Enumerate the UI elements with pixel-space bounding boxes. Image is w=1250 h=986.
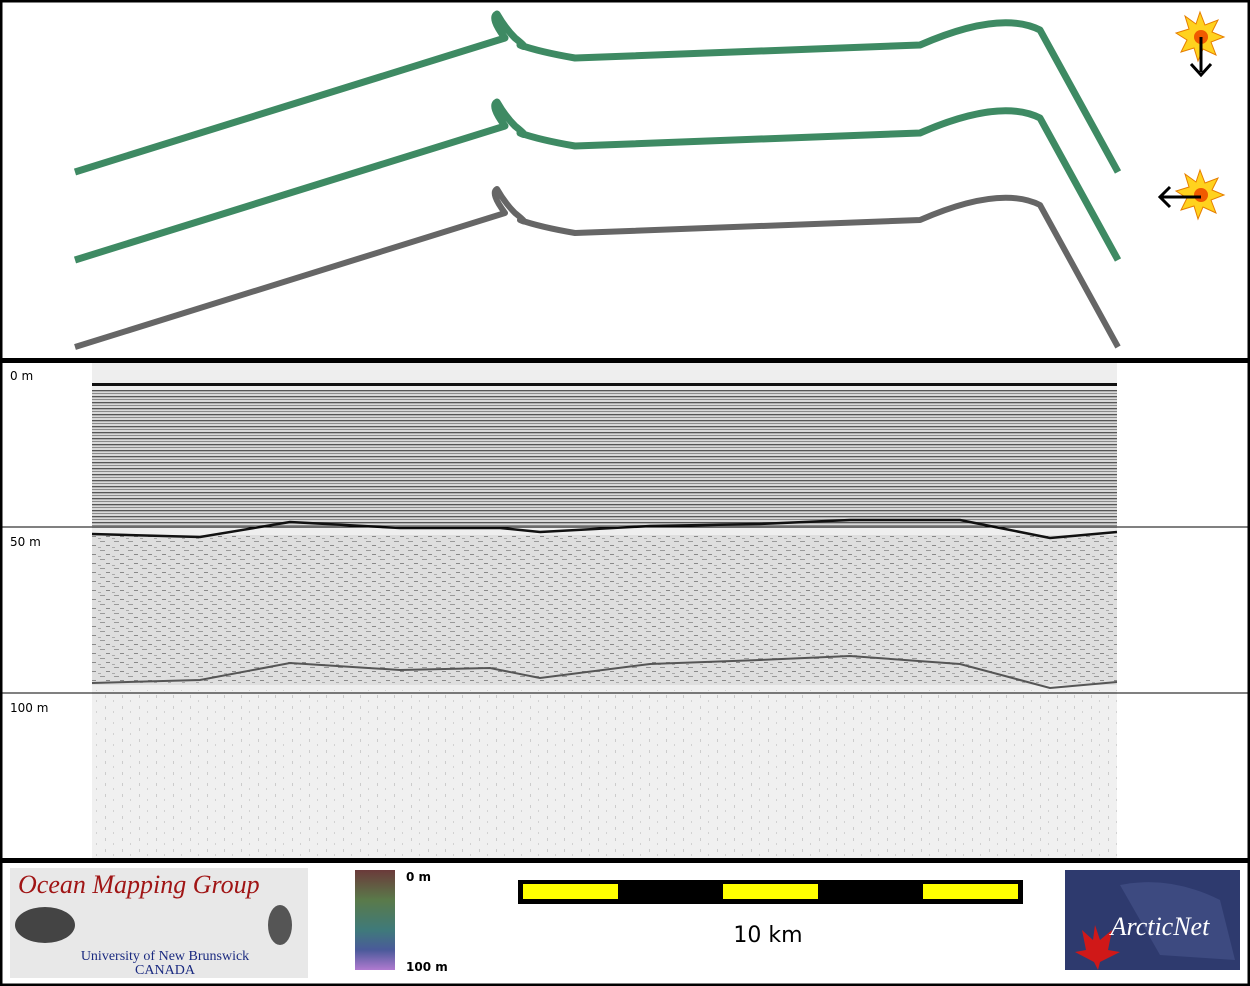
graphic [923, 884, 1018, 899]
arcticnet-logo: ArcticNet [1065, 870, 1240, 970]
graphic [723, 884, 818, 899]
divider [0, 358, 1250, 363]
logo-art [15, 907, 75, 943]
omg-logo: Ocean Mapping Group University of New Br… [10, 868, 308, 978]
scale-label: 10 km [733, 923, 802, 948]
divider [0, 858, 1250, 863]
sun-icon [1157, 168, 1226, 221]
water-column [92, 390, 1117, 528]
swaths [73, 10, 1122, 350]
depth-label: 100 m [10, 701, 48, 715]
sediment [92, 535, 1117, 685]
profile: 0 m 50 m 100 m [0, 363, 1250, 858]
graphic [523, 884, 618, 899]
swath-track [73, 10, 1122, 176]
depth-label: 0 m [10, 369, 33, 383]
depth-label: 50 m [10, 535, 41, 549]
colorbar-label: 0 m [406, 870, 431, 884]
seafloor [91, 518, 1118, 540]
colorbar-label: 100 m [406, 960, 448, 974]
logo-art [268, 905, 292, 945]
swath-track [74, 186, 1121, 350]
logo-title: Ocean Mapping Group [18, 870, 260, 899]
scale-bar [518, 880, 1023, 904]
substrate [92, 690, 1117, 858]
sun-icon [1174, 10, 1226, 78]
surface-line [92, 383, 1117, 386]
logo-title: ArcticNet [1109, 912, 1210, 941]
graphic [1189, 62, 1213, 78]
swath-track [73, 98, 1122, 264]
graphic [1194, 188, 1208, 202]
graphic [1157, 185, 1172, 209]
logo-text: University of New Brunswick [81, 949, 249, 964]
reflector [91, 654, 1118, 690]
graphic [1120, 882, 1235, 960]
logo-text: CANADA [135, 963, 196, 978]
colorbar [355, 870, 395, 970]
graphic [1075, 925, 1120, 970]
